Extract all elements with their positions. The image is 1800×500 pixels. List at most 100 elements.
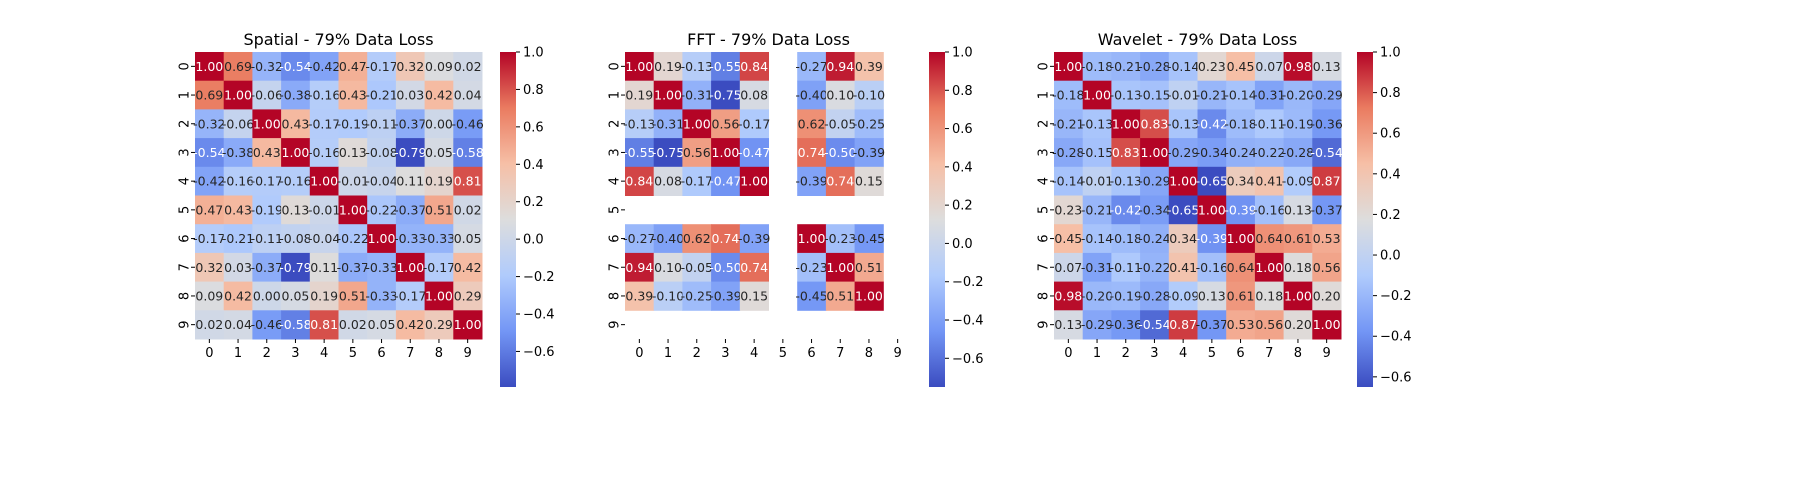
cell-value-label: -0.39: [853, 145, 885, 160]
cell-value-label: -0.42: [1110, 202, 1142, 217]
y-tick-label: 4: [178, 177, 193, 185]
cell-value-label: -0.17: [193, 231, 225, 246]
heatmap-cell: [367, 281, 397, 311]
heatmap-cell: [739, 281, 769, 311]
cell-value-label: -0.15: [1081, 145, 1113, 160]
cell-value-label: 0.74: [712, 231, 740, 246]
cell-value-label: -0.33: [365, 288, 397, 303]
cell-value-label: -0.54: [279, 59, 311, 74]
cell-value-label: -0.20: [1081, 288, 1113, 303]
cell-value-label: 1.00: [625, 59, 653, 74]
y-tick-label: 5: [1037, 206, 1052, 214]
cell-value-label: -0.16: [279, 174, 311, 189]
colorbar-tick-label: −0.4: [1380, 330, 1412, 345]
heatmap-cell: [281, 109, 311, 139]
cell-value-label: 0.81: [310, 317, 338, 332]
x-tick-label: 5: [1208, 346, 1216, 361]
heatmap-cell: [797, 109, 827, 139]
cell-value-label: -0.15: [1138, 88, 1170, 103]
heatmap-cell: [395, 80, 426, 110]
heatmap-cell: [309, 166, 339, 196]
cell-value-label: -0.22: [1253, 145, 1285, 160]
cell-value-label: -0.24: [1224, 145, 1256, 160]
heatmap-cell: [453, 138, 483, 168]
y-tick-label: 8: [608, 292, 623, 300]
heatmap-cell: [309, 281, 339, 311]
heatmap-cell: [625, 80, 655, 110]
cell-value-label: -0.17: [308, 116, 340, 131]
heatmap-cell: [1226, 252, 1256, 283]
heatmap-cell: [309, 252, 339, 283]
cell-value-label: -0.06: [222, 116, 254, 131]
heatmap-cell: [367, 310, 397, 340]
colorbar-tick-label: 0.4: [523, 158, 544, 173]
heatmap-cell: [739, 138, 769, 168]
cell-value-label: -0.25: [681, 288, 713, 303]
cell-value-label: -0.37: [394, 202, 426, 217]
cell-value-label: -0.32: [193, 116, 225, 131]
cell-value-label: 0.84: [625, 174, 653, 189]
heatmap-cell: [854, 80, 884, 110]
heatmap-cell: [338, 252, 368, 283]
heatmap-cell: [309, 195, 339, 225]
cell-value-label: -0.18: [1052, 88, 1084, 103]
cell-value-label: 0.87: [1169, 317, 1197, 332]
cell-value-label: -0.18: [1110, 231, 1142, 246]
y-tick-label: 6: [608, 234, 623, 242]
cell-value-label: -0.19: [251, 202, 283, 217]
heatmap-cell: [252, 281, 282, 311]
heatmap-cell: [854, 109, 884, 139]
heatmap-cell: [395, 281, 426, 311]
heatmap-cell: [825, 80, 856, 110]
heatmap-cell: [797, 52, 827, 82]
cell-value-label: 1.00: [712, 145, 740, 160]
heatmap-cell: [424, 52, 454, 82]
cell-value-label: -0.20: [1282, 88, 1314, 103]
cell-value-label: -0.34: [1138, 202, 1170, 217]
cell-value-label: -0.37: [1196, 317, 1228, 332]
heatmap-cell: [1111, 166, 1141, 196]
cell-value-label: -0.28: [1052, 145, 1084, 160]
cell-value-label: -0.39: [795, 174, 827, 189]
colorbar-tick-label: −0.4: [523, 308, 555, 323]
cell-value-label: 0.32: [396, 59, 424, 74]
cell-value-label: -0.13: [681, 59, 713, 74]
cell-value-label: -0.13: [1167, 116, 1199, 131]
cell-value-label: -0.79: [394, 145, 426, 160]
cell-value-label: 0.18: [1284, 260, 1312, 275]
cell-value-label: 0.51: [826, 288, 854, 303]
y-tick-label: 1: [178, 91, 193, 99]
cell-value-label: -0.40: [652, 231, 684, 246]
cell-value-label: -0.42: [308, 59, 340, 74]
cell-value-label: -0.11: [251, 231, 283, 246]
heatmap-cell: [367, 195, 397, 225]
cell-value-label: -0.04: [308, 231, 340, 246]
cell-value-label: 0.43: [224, 202, 252, 217]
heatmap-cell: [309, 52, 339, 82]
heatmap-cell: [1197, 138, 1227, 168]
x-tick-label: 2: [263, 346, 271, 361]
cell-value-label: 0.61: [1227, 288, 1255, 303]
cell-value-label: -0.39: [709, 288, 741, 303]
cell-value-label: -0.21: [365, 88, 397, 103]
cell-value-label: 0.64: [1255, 231, 1283, 246]
heatmap-cell: [1082, 281, 1112, 311]
cell-value-label: 0.61: [1284, 231, 1312, 246]
y-tick-label: 2: [1037, 120, 1052, 128]
heatmap-cell: [281, 52, 311, 82]
cell-value-label: 0.08: [740, 88, 768, 103]
heatmap-cell: [453, 224, 483, 254]
heatmap-cell: [281, 166, 311, 196]
cell-value-label: 0.51: [855, 260, 883, 275]
colorbar-tick-label: 0.8: [1380, 86, 1401, 101]
cell-value-label: -0.13: [1110, 174, 1142, 189]
cell-value-label: -0.29: [1310, 88, 1342, 103]
cell-value-label: 0.47: [339, 59, 367, 74]
heatmap-cell: [252, 109, 282, 139]
x-tick-label: 7: [836, 346, 844, 361]
cell-value-label: 1.00: [310, 174, 338, 189]
heatmap-cell: [1082, 310, 1112, 340]
cell-value-label: -0.01: [337, 174, 369, 189]
colorbar-tick-label: 0.0: [523, 233, 544, 248]
